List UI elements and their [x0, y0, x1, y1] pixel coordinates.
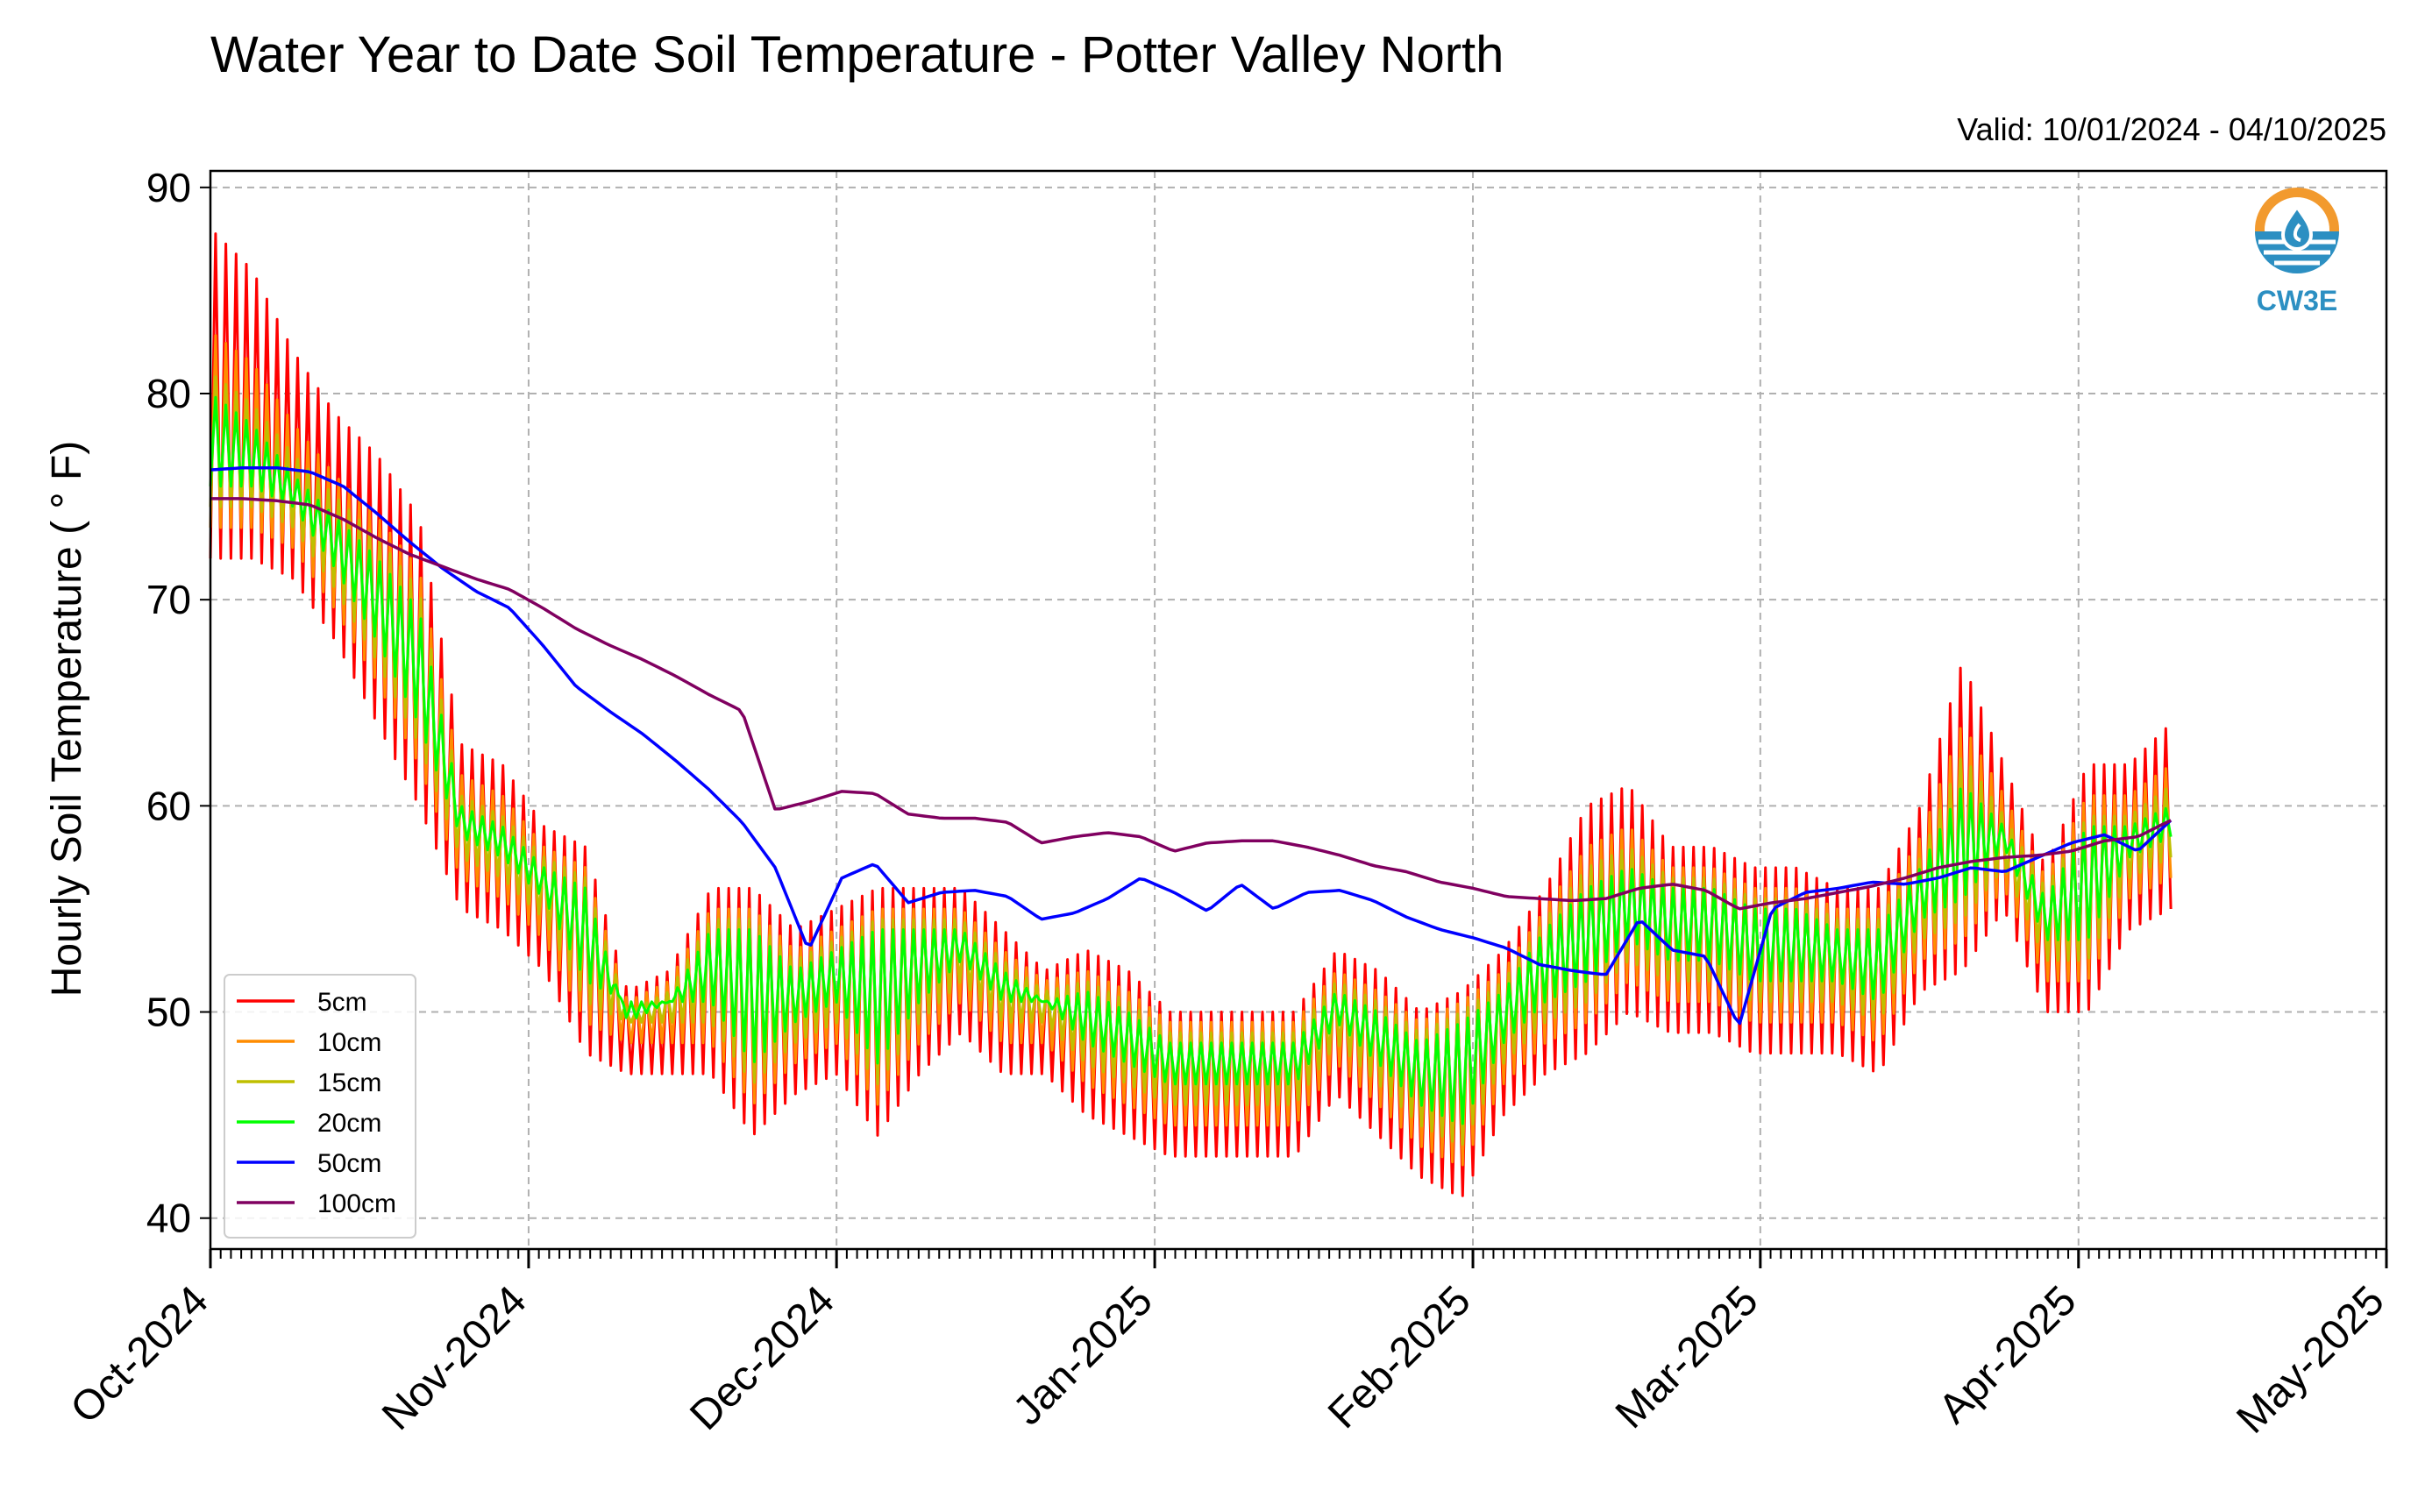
x-tick-label: Mar-2025	[1607, 1277, 1767, 1437]
series-line-20cm	[209, 395, 2173, 1125]
legend-label-5cm: 5cm	[317, 988, 367, 1017]
y-tick-label: 60	[146, 783, 191, 828]
y-tick-label: 90	[146, 165, 191, 210]
y-tick-label: 70	[146, 577, 191, 622]
logo-text: CW3E	[2257, 285, 2337, 316]
legend-label-15cm: 15cm	[317, 1068, 381, 1097]
series-line-50cm	[210, 465, 2173, 1026]
y-tick-label: 40	[146, 1196, 191, 1241]
y-axis-label: Hourly Soil Temperature ( ° F)	[44, 441, 90, 997]
legend-label-20cm: 20cm	[317, 1109, 381, 1138]
x-tick-label: Nov-2024	[373, 1277, 536, 1439]
x-tick-label: Dec-2024	[681, 1277, 843, 1439]
chart-title: Water Year to Date Soil Temperature - Po…	[210, 26, 1504, 83]
series-lines	[209, 232, 2173, 1197]
legend-label-10cm: 10cm	[317, 1028, 381, 1057]
legend-label-50cm: 50cm	[317, 1149, 381, 1178]
x-tick-label: Oct-2024	[62, 1277, 217, 1432]
x-tick-label: Jan-2025	[1005, 1277, 1162, 1434]
x-tick-label: May-2025	[2228, 1277, 2393, 1442]
x-ticks: Oct-2024 Nov-2024 Dec-2024 Jan-2025 Feb-2025…	[62, 1249, 2393, 1443]
cw3e-water-drop-logo-icon	[2255, 188, 2339, 273]
legend: 5cm 10cm 15cm 20cm 50cm 100cm	[224, 974, 416, 1239]
x-tick-label: Apr-2025	[1930, 1277, 2085, 1432]
series-line-100cm	[210, 497, 2172, 911]
legend-label-100cm: 100cm	[317, 1189, 396, 1218]
y-tick-label: 80	[146, 371, 191, 416]
chart-subtitle: Valid: 10/01/2024 - 04/10/2025	[1957, 111, 2386, 147]
x-tick-label: Feb-2025	[1319, 1277, 1480, 1437]
cw3e-logo: CW3E	[2255, 188, 2339, 316]
y-tick-label: 50	[146, 990, 191, 1035]
y-ticks: 40 50 60 70 80 90	[146, 165, 210, 1241]
